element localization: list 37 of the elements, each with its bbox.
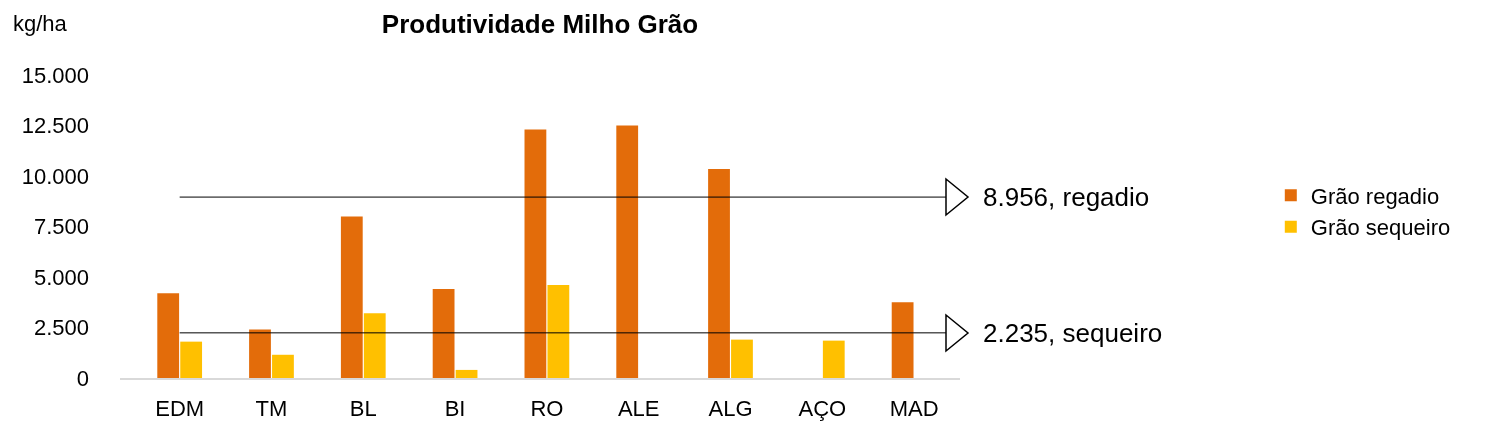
x-tick-label: EDM: [155, 396, 205, 422]
ref-line-label: 2.235, sequeiro: [983, 318, 1163, 348]
bar: [731, 339, 753, 378]
bar: [363, 313, 386, 378]
y-tick-label: 7.500: [33, 214, 89, 240]
bar: [432, 289, 455, 378]
ref-line-label: 8.956, regadio: [983, 182, 1150, 212]
bar: [524, 129, 547, 378]
x-tick-label: RO: [530, 396, 564, 422]
bar: [616, 125, 639, 378]
bar: [249, 329, 271, 378]
legend-label: Grão regadio: [1310, 183, 1440, 209]
bar: [547, 285, 570, 378]
x-tick-label: MAD: [889, 396, 939, 422]
x-tick-label: BI: [444, 396, 466, 422]
y-tick-label: 10.000: [21, 163, 89, 189]
bar: [708, 168, 730, 378]
x-tick-label: ALE: [617, 396, 660, 422]
bar: [822, 340, 845, 378]
y-tick-label: 15.000: [21, 62, 89, 88]
bar: [455, 369, 478, 378]
bar: [180, 341, 203, 378]
y-tick-label: 0: [76, 365, 89, 391]
y-tick-label: 5.000: [33, 264, 89, 290]
x-tick-label: AÇO: [798, 396, 847, 422]
chart-title: Produtividade Milho Grão: [381, 8, 699, 39]
bar: [157, 293, 180, 378]
x-tick-label: ALG: [708, 396, 753, 422]
bar: [340, 216, 363, 378]
bar: [272, 354, 294, 378]
x-tick-label: BL: [349, 396, 377, 422]
y-axis-title: kg/ha: [13, 11, 68, 36]
y-tick-label: 2.500: [33, 315, 89, 341]
bar: [891, 302, 914, 378]
x-tick-label: TM: [255, 396, 288, 422]
legend-label: Grão sequeiro: [1310, 215, 1451, 241]
y-tick-label: 12.500: [21, 113, 89, 139]
